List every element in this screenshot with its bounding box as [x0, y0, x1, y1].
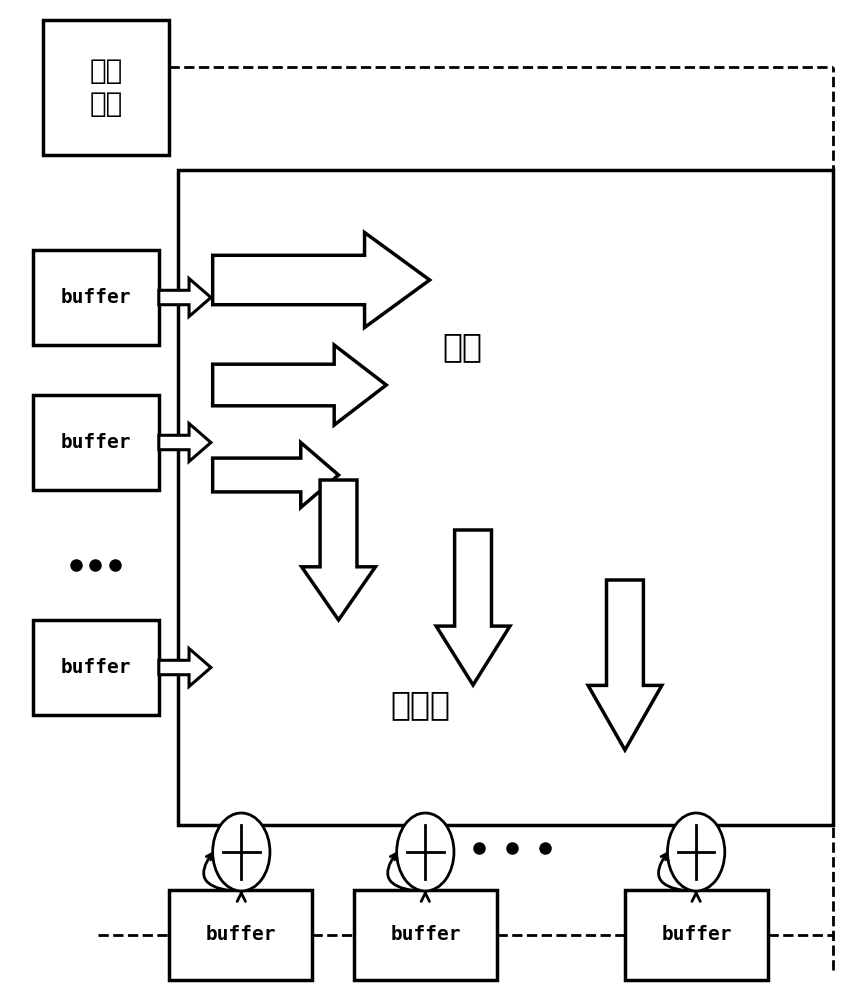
Polygon shape — [213, 232, 430, 328]
Text: 部分和: 部分和 — [391, 688, 450, 722]
Polygon shape — [213, 442, 339, 507]
Polygon shape — [213, 345, 386, 425]
Polygon shape — [437, 530, 510, 685]
Bar — [33, 395, 159, 490]
Text: 控制
模块: 控制 模块 — [89, 57, 123, 118]
Text: buffer: buffer — [61, 658, 131, 677]
Ellipse shape — [397, 813, 454, 891]
Bar — [43, 20, 169, 155]
Bar — [33, 620, 159, 715]
Bar — [625, 890, 768, 980]
Text: buffer: buffer — [206, 926, 276, 944]
Text: 数据: 数据 — [443, 330, 483, 363]
Polygon shape — [302, 480, 375, 620]
Polygon shape — [159, 648, 211, 687]
Polygon shape — [159, 424, 211, 462]
Text: buffer: buffer — [61, 288, 131, 307]
Text: buffer: buffer — [661, 926, 732, 944]
Bar — [169, 890, 312, 980]
Bar — [354, 890, 497, 980]
Text: buffer: buffer — [61, 433, 131, 452]
Ellipse shape — [213, 813, 270, 891]
Polygon shape — [588, 580, 661, 750]
Polygon shape — [159, 278, 211, 316]
Bar — [33, 250, 159, 345]
Bar — [178, 170, 833, 825]
Text: buffer: buffer — [391, 926, 461, 944]
Ellipse shape — [667, 813, 725, 891]
